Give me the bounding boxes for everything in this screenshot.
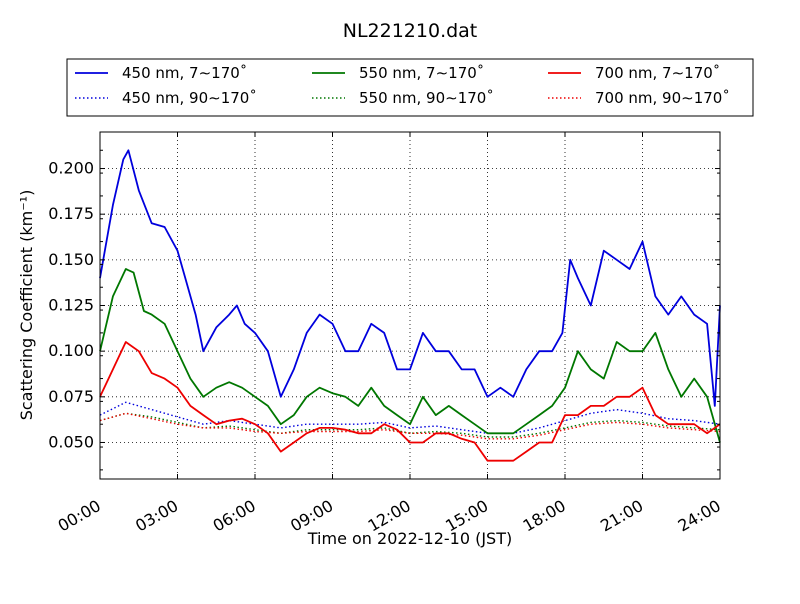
series-line bbox=[99, 149, 721, 407]
y-tick-label: 0.175 bbox=[48, 204, 94, 223]
legend-label: 550 nm, 7∼170˚ bbox=[359, 64, 484, 82]
x-tick-label: 24:00 bbox=[675, 496, 724, 536]
y-tick-label: 0.100 bbox=[48, 341, 94, 360]
y-tick-label: 0.150 bbox=[48, 250, 94, 269]
legend-label: 700 nm, 90∼170˚ bbox=[595, 89, 730, 107]
series-layer bbox=[99, 149, 721, 462]
x-tick-label: 18:00 bbox=[520, 496, 569, 536]
legend-box bbox=[66, 58, 754, 117]
x-tick-label: 21:00 bbox=[597, 496, 646, 536]
y-tick-label: 0.200 bbox=[48, 159, 94, 178]
legend-label: 550 nm, 90∼170˚ bbox=[359, 89, 494, 107]
series-line bbox=[99, 401, 721, 434]
series-line bbox=[99, 341, 721, 462]
y-tick-label: 0.125 bbox=[48, 296, 94, 315]
legend: 450 nm, 7∼170˚ 450 nm, 90∼170˚ 550 nm, 7∼1… bbox=[66, 58, 754, 117]
series-line bbox=[99, 268, 721, 443]
x-tick-label: 00:00 bbox=[55, 496, 104, 536]
x-tick-label: 03:00 bbox=[132, 496, 181, 536]
legend-label: 700 nm, 7∼170˚ bbox=[595, 64, 720, 82]
chart-title: NL221210.dat bbox=[343, 20, 478, 42]
y-tick-label: 0.075 bbox=[48, 387, 94, 406]
y-axis-title: Scattering Coefficient (km⁻¹) bbox=[17, 190, 36, 421]
ticks: 00:00 03:00 06:00 09:00 12:00 15:00 18:00 21:00… bbox=[48, 132, 724, 536]
y-tick-label: 0.050 bbox=[48, 432, 94, 451]
x-axis-title: Time on 2022-12-10 (JST) bbox=[307, 529, 512, 548]
x-tick-label: 06:00 bbox=[210, 496, 259, 536]
series-line bbox=[99, 412, 721, 440]
legend-label: 450 nm, 90∼170˚ bbox=[122, 89, 257, 107]
legend-label: 450 nm, 7∼170˚ bbox=[122, 64, 247, 82]
